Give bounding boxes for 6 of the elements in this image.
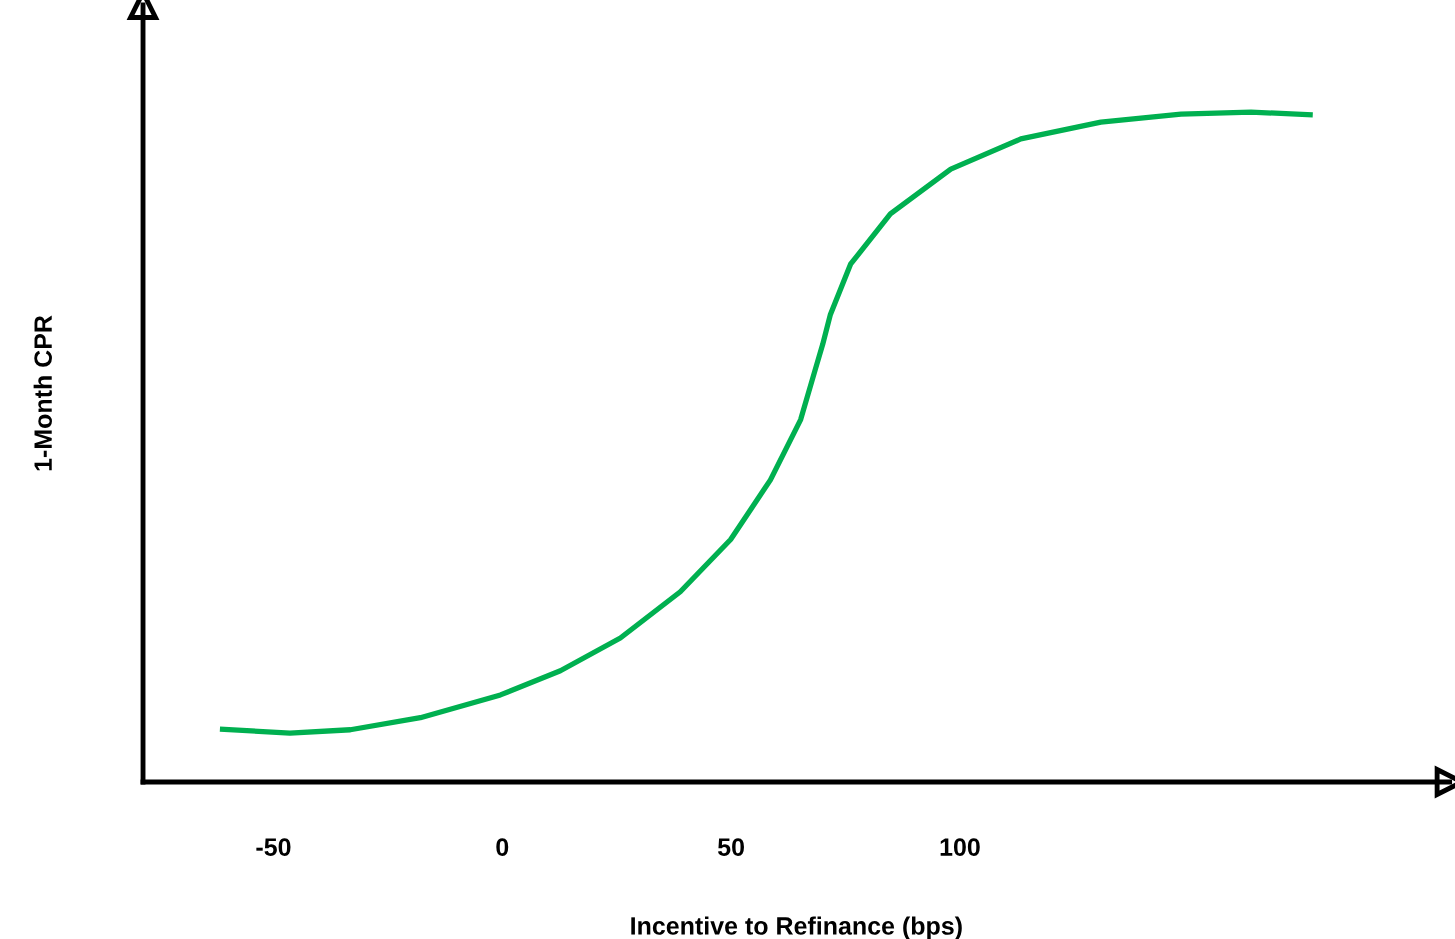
- x-tick-label: 50: [717, 838, 744, 856]
- x-tick-label: 100: [940, 838, 980, 856]
- x-axis-title: Incentive to Refinance (bps): [631, 916, 962, 939]
- y-axis-title: 1-Month CPR: [33, 315, 52, 471]
- x-tick-label: 0: [496, 838, 509, 856]
- x-tick-label: -50: [256, 838, 291, 856]
